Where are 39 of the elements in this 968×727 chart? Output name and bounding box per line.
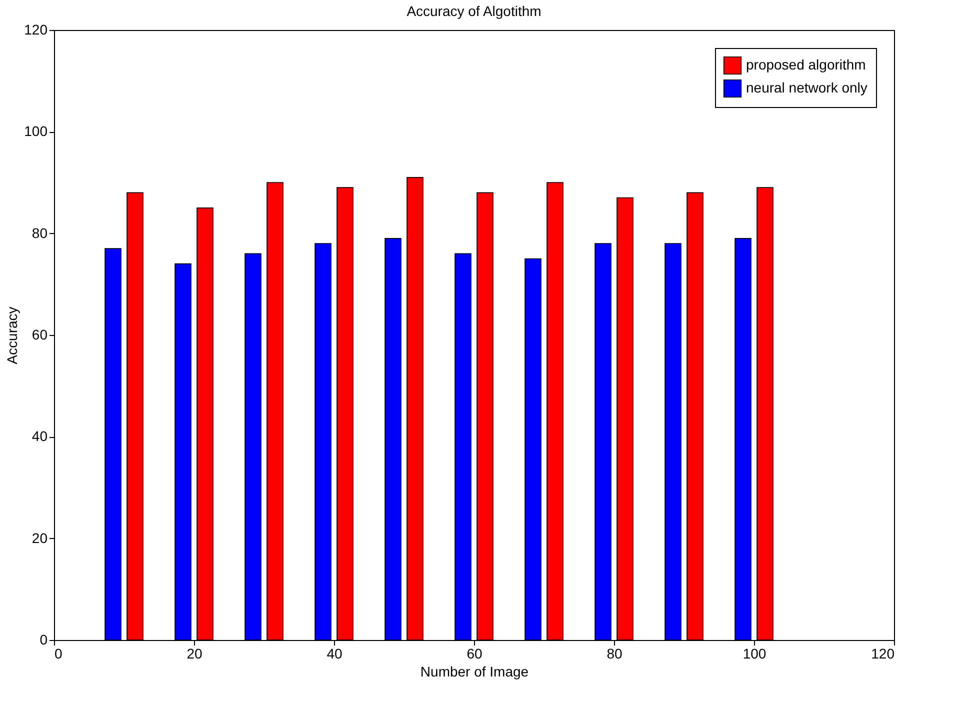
y-tick-label: 0 — [40, 632, 48, 648]
x-tick-label: 0 — [54, 646, 62, 662]
x-tick-label: 100 — [742, 646, 766, 662]
x-tick-label: 60 — [466, 646, 482, 662]
y-tick-label: 120 — [24, 22, 48, 38]
legend-label: neural network only — [746, 80, 868, 96]
bar — [664, 243, 682, 640]
y-tick-label: 60 — [32, 326, 48, 342]
y-axis-title: Accuracy — [4, 306, 20, 364]
x-tick-label: 20 — [186, 646, 202, 662]
bar — [406, 177, 424, 640]
bar — [476, 192, 494, 640]
bar — [686, 192, 704, 640]
legend-label: proposed algorithm — [746, 56, 866, 72]
x-tick-label: 120 — [871, 646, 895, 662]
bar — [196, 208, 214, 640]
y-tick-label: 100 — [24, 123, 48, 140]
bar — [546, 182, 564, 640]
x-axis-title: Number of Image — [420, 664, 529, 680]
chart-title: Accuracy of Algotithm — [406, 3, 542, 19]
bar — [244, 253, 262, 640]
bar — [454, 253, 472, 640]
x-tick-label: 40 — [326, 646, 342, 662]
y-tick-label: 40 — [32, 428, 48, 444]
x-tick-label: 80 — [606, 646, 622, 662]
y-tick-label: 80 — [32, 224, 48, 241]
bar — [314, 243, 332, 640]
y-tick-label: 20 — [32, 530, 48, 546]
bar — [126, 192, 144, 640]
bar — [266, 182, 284, 640]
bar — [104, 248, 122, 640]
bar — [734, 238, 752, 640]
bar — [616, 197, 634, 640]
bar — [384, 238, 402, 640]
bar — [594, 243, 612, 640]
bar — [524, 258, 542, 640]
bar — [336, 187, 354, 640]
bar — [174, 263, 192, 640]
bar — [756, 187, 774, 640]
